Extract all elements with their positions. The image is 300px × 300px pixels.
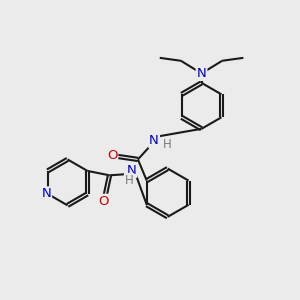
Text: O: O <box>98 195 109 208</box>
Text: N: N <box>41 188 51 200</box>
Text: N: N <box>127 164 136 177</box>
Text: H: H <box>162 138 171 151</box>
Text: H: H <box>125 174 134 187</box>
Text: N: N <box>149 134 159 147</box>
Text: N: N <box>197 67 206 80</box>
Text: O: O <box>107 149 117 162</box>
